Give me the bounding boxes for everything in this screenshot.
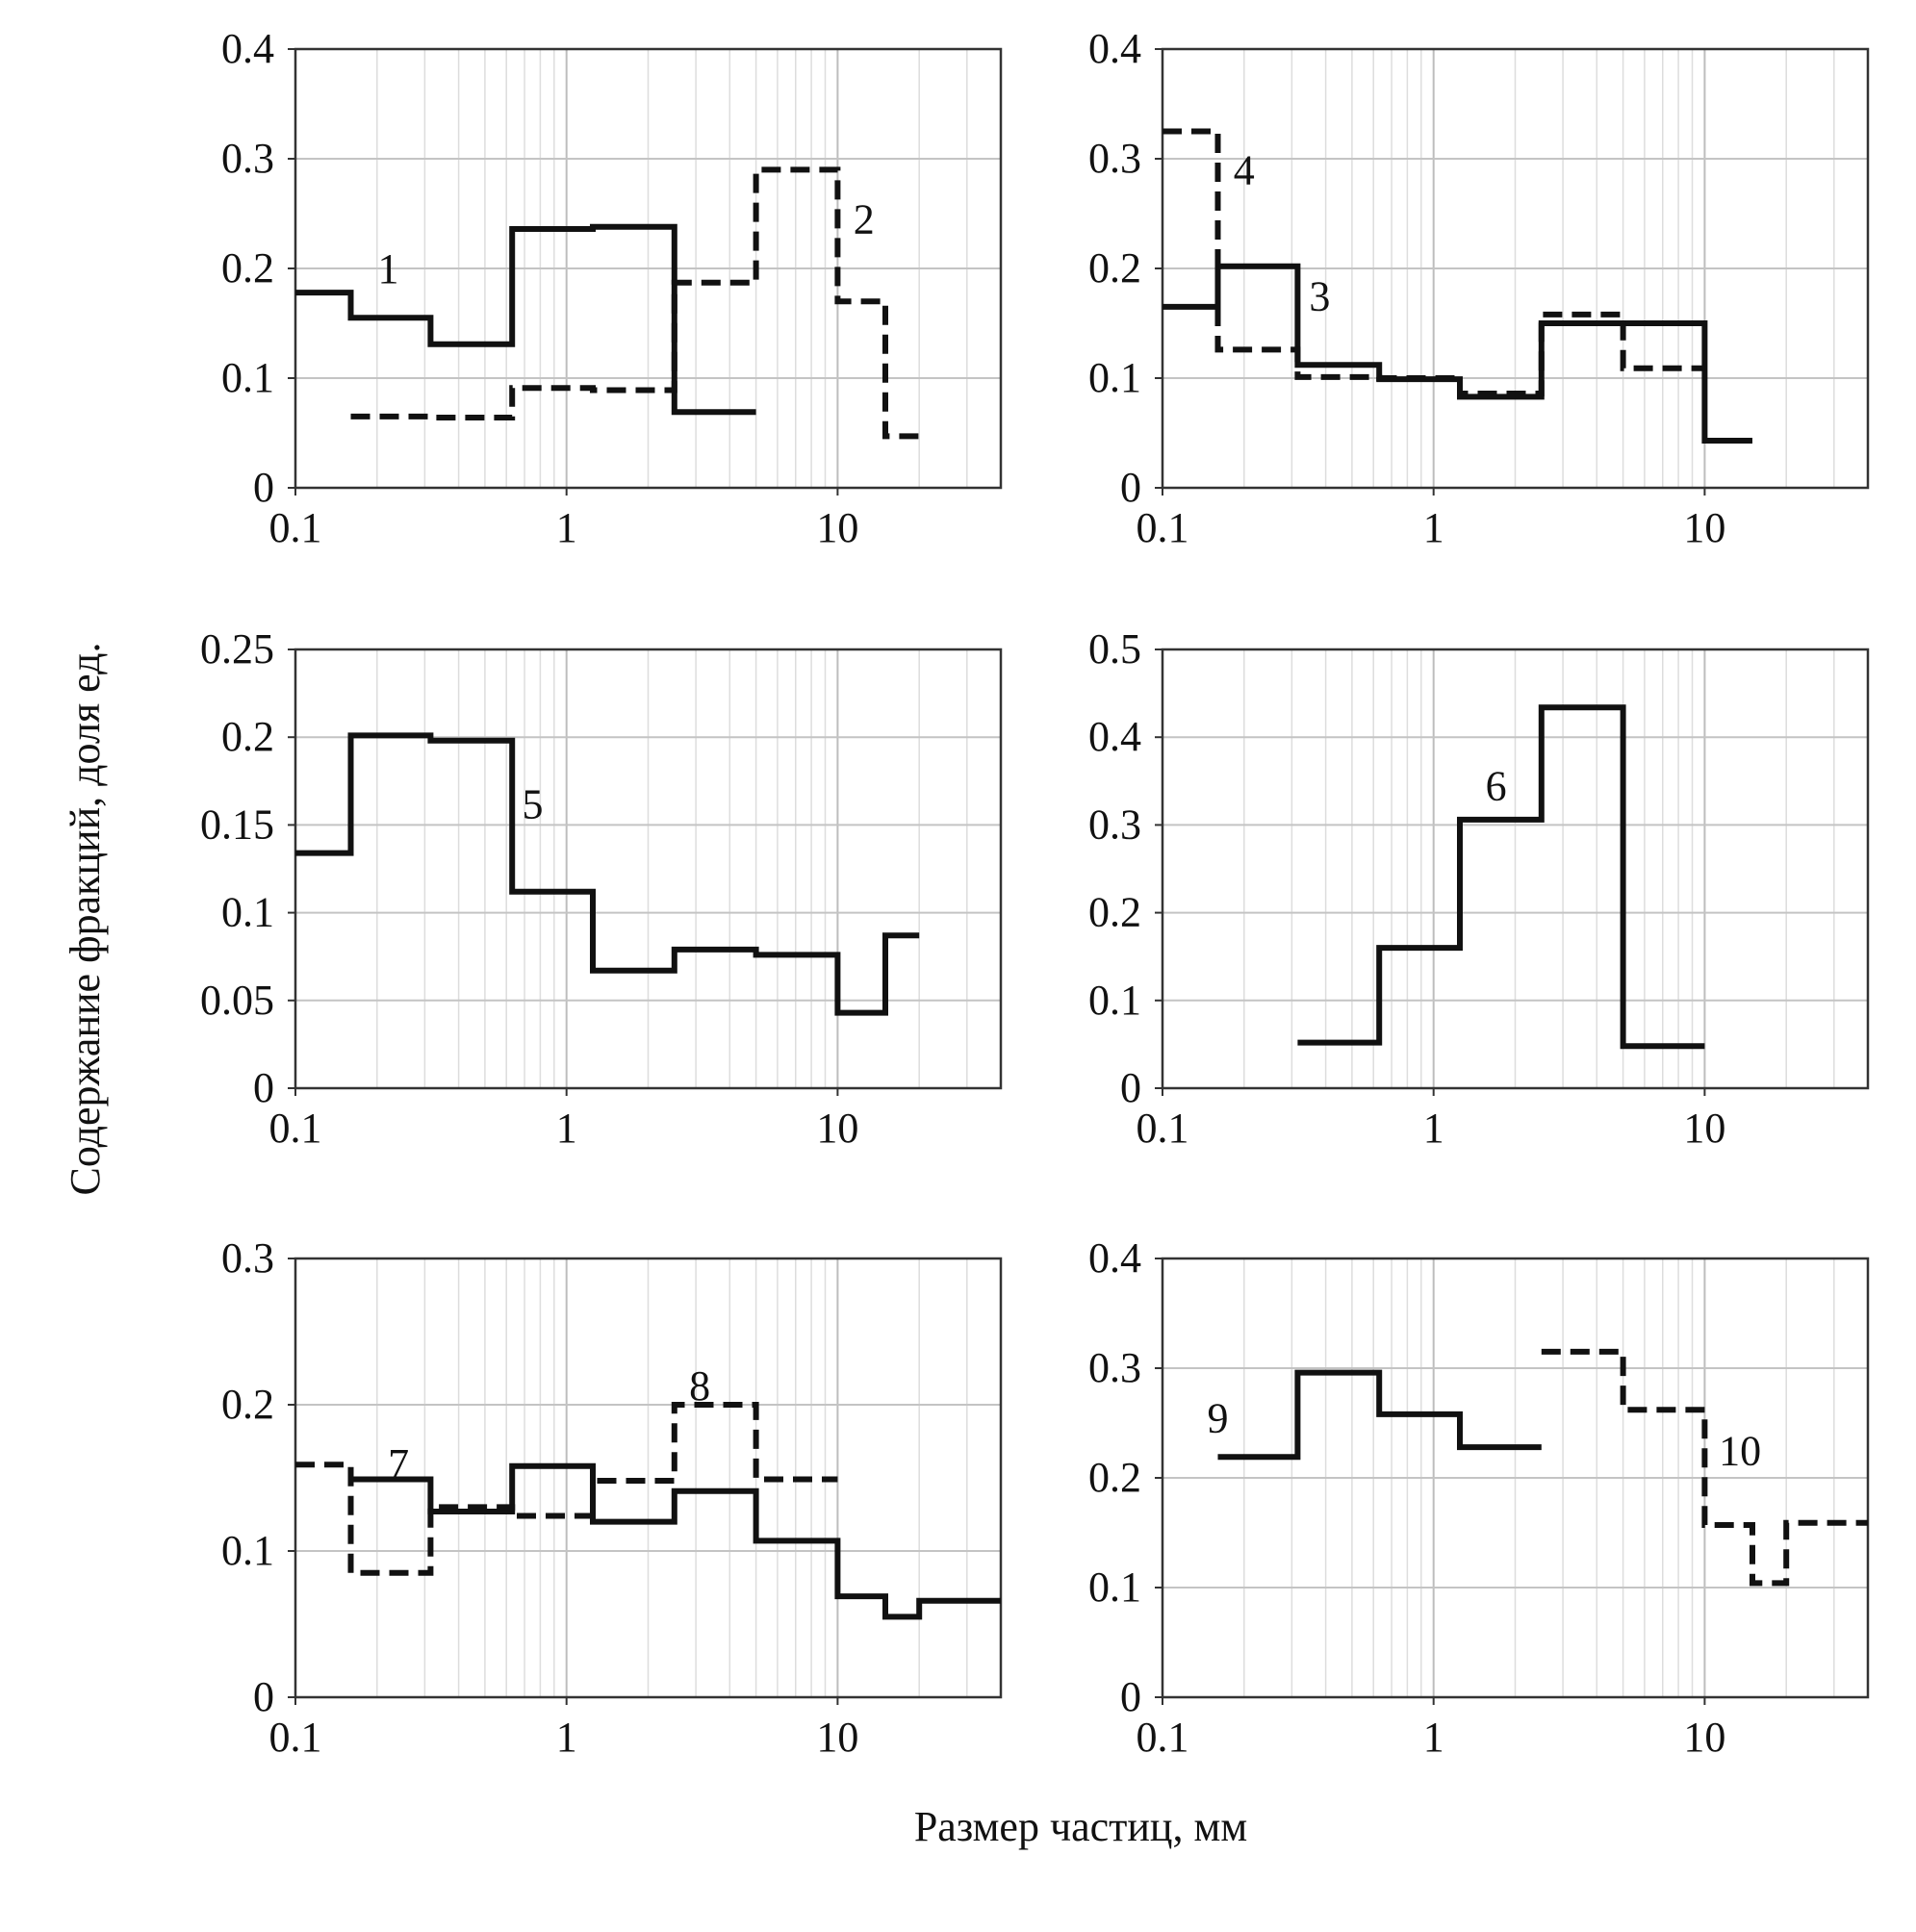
series-label-1: 1: [377, 245, 398, 292]
y-tick-label: 0.15: [200, 801, 274, 848]
y-tick-label: 0.1: [221, 1527, 274, 1574]
y-tick-label: 0.3: [1088, 135, 1141, 182]
y-tick-label: 0.5: [1088, 625, 1141, 673]
x-tick-label: 1: [1423, 1714, 1444, 1761]
plot-frame: [294, 648, 1003, 1090]
x-tick-label: 0.1: [269, 1714, 322, 1761]
plot-frame: [1161, 648, 1870, 1090]
series-line-3: [1162, 263, 1752, 444]
x-tick-label: 0.1: [269, 504, 322, 551]
x-axis-title: Размер частиц, мм: [914, 1803, 1247, 1850]
series-label-3: 3: [1309, 273, 1330, 320]
series-line-2: [350, 166, 920, 440]
series-label-2: 2: [854, 196, 875, 243]
series-line-4: [1162, 128, 1705, 396]
y-tick-label: 0.4: [1088, 25, 1141, 72]
y-tick-label: 0.05: [200, 977, 274, 1024]
x-tick-label: 1: [556, 1714, 577, 1761]
series-label-5: 5: [523, 781, 544, 828]
series-line-7: [350, 1462, 1001, 1620]
series-line-10: [1541, 1348, 1868, 1587]
series-label-10: 10: [1719, 1428, 1761, 1475]
chart-panel-3: 0 0.05 0.1 0.15 0.2 0.25 0.1 1 10 5: [200, 625, 1003, 1152]
series-label-4: 4: [1234, 146, 1255, 193]
series-line-9: [1217, 1369, 1542, 1461]
y-tick-label: 0.1: [1088, 1563, 1141, 1611]
y-tick-label: 0.2: [221, 244, 274, 292]
x-tick-label: 10: [816, 1714, 858, 1761]
y-tick-label: 0.1: [1088, 354, 1141, 401]
y-tick-label: 0.25: [200, 625, 274, 673]
y-tick-label: 0.1: [1088, 977, 1141, 1024]
y-tick-label: 0.2: [1088, 1454, 1141, 1501]
x-tick-label: 1: [1423, 1105, 1444, 1152]
x-tick-label: 1: [556, 504, 577, 551]
y-tick-label: 0.4: [1088, 713, 1141, 760]
y-tick-label: 0: [253, 1673, 274, 1720]
y-tick-label: 0: [253, 1064, 274, 1111]
series-line-5: [295, 732, 920, 1016]
series-label-7: 7: [388, 1440, 409, 1487]
y-tick-label: 0.2: [1088, 889, 1141, 936]
x-tick-label: 10: [1683, 1714, 1725, 1761]
y-tick-label: 0.3: [221, 135, 274, 182]
series-label-8: 8: [689, 1362, 710, 1410]
chart-panel-4: 00.10.20.30.40.50.1 1 106: [1088, 625, 1870, 1152]
x-tick-label: 0.1: [1137, 1714, 1189, 1761]
series-label-6: 6: [1486, 762, 1507, 809]
y-tick-label: 0.3: [1088, 1344, 1141, 1391]
y-tick-label: 0.3: [221, 1234, 274, 1282]
x-tick-label: 10: [1683, 1105, 1725, 1152]
plot-frame: [294, 1257, 1003, 1699]
x-tick-label: 1: [1423, 504, 1444, 551]
y-tick-label: 0.2: [221, 1381, 274, 1428]
y-tick-label: 0: [253, 464, 274, 511]
x-tick-label: 0.1: [1137, 504, 1189, 551]
series-line-8: [295, 1402, 838, 1576]
y-tick-label: 0: [1120, 1064, 1141, 1111]
y-tick-label: 0.3: [1088, 801, 1141, 848]
y-axis-title: Содержание фракций, доля ед.: [62, 643, 109, 1196]
x-tick-label: 10: [816, 504, 858, 551]
y-tick-label: 0: [1120, 464, 1141, 511]
plot-frame: [294, 47, 1003, 490]
x-tick-label: 1: [556, 1105, 577, 1152]
y-tick-label: 0: [1120, 1673, 1141, 1720]
plot-frame: [1161, 47, 1870, 490]
y-tick-label: 0.1: [221, 354, 274, 401]
x-tick-label: 10: [1683, 504, 1725, 551]
y-tick-label: 0.4: [1088, 1234, 1141, 1282]
y-tick-label: 0.2: [221, 713, 274, 760]
y-tick-label: 0.4: [221, 25, 274, 72]
y-tick-label: 0.2: [1088, 244, 1141, 292]
x-tick-label: 10: [816, 1105, 858, 1152]
y-tick-label: 0.1: [221, 889, 274, 936]
plot-frame: [1161, 1257, 1870, 1699]
x-tick-label: 0.1: [269, 1105, 322, 1152]
series-line-1: [295, 223, 756, 416]
x-tick-label: 0.1: [1137, 1105, 1189, 1152]
series-label-9: 9: [1208, 1394, 1229, 1441]
series-line-6: [1297, 704, 1705, 1050]
